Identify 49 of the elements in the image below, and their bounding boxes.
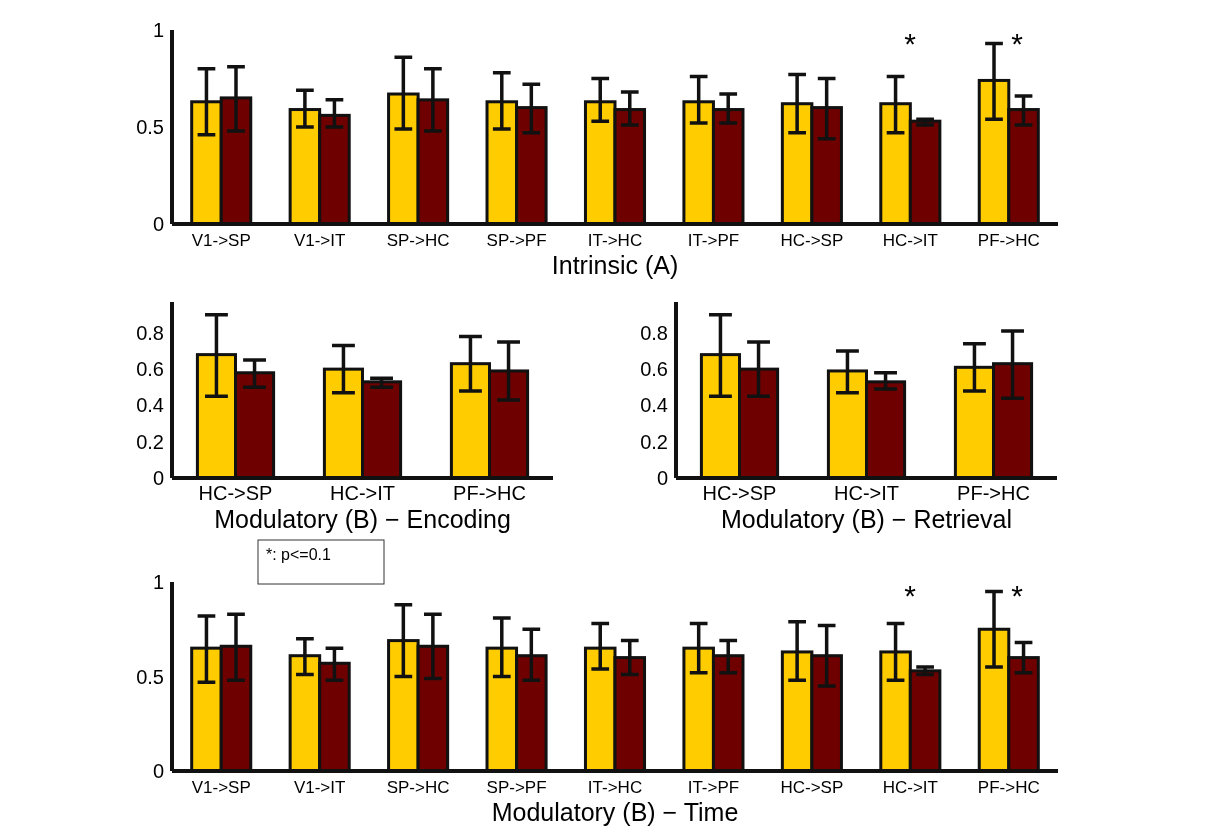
y-tick-label: 0 [152,467,164,489]
x-tick-label: PF->HC [453,482,526,504]
x-tick-label: SP->HC [386,778,450,797]
x-tick-label: V1->IT [293,231,346,250]
y-tick-label: 0 [656,467,668,489]
x-tick-label: HC->SP [702,482,777,504]
x-tick-label: IT->PF [687,778,740,797]
y-tick-label: 0.5 [136,665,164,688]
x-tick-label: HC->IT [330,482,395,504]
x-axis-title: Modulatory (B) − Time [491,798,739,826]
text: *: p<=0.1 [266,546,332,563]
x-tick-label: HC->IT [834,482,899,504]
y-tick-label: 0.8 [640,321,668,344]
y-tick-label: 0.2 [136,430,164,453]
annotation: * [904,27,917,60]
x-tick-label: V1->IT [293,778,346,797]
x-axis-title: Intrinsic (A) [551,251,679,279]
x-tick-label: SP->HC [386,231,450,250]
x-tick-label: V1->SP [191,778,251,797]
y-tick-label: 1 [152,571,164,593]
annotation: * [1011,27,1024,60]
x-tick-label: HC->SP [780,778,844,797]
x-tick-label: PF->HC [977,231,1040,250]
y-tick-label: 0.6 [136,358,164,381]
y-tick-label: 0 [152,213,164,235]
y-tick-label: 0 [152,760,164,782]
x-tick-label: IT->PF [687,231,740,250]
y-tick-label: 0.6 [640,358,668,381]
x-tick-label: HC->SP [780,231,844,250]
y-tick-label: 1 [152,19,164,41]
y-tick-label: 0.4 [640,394,668,417]
y-tick-label: 0.5 [136,116,164,138]
x-tick-label: IT->HC [587,778,643,797]
x-axis-title: Modulatory (B) − Encoding [214,505,511,533]
y-tick-label: 0.4 [136,394,164,417]
x-tick-label: IT->HC [587,231,643,250]
x-tick-label: SP->PF [486,231,547,250]
x-tick-label: HC->SP [198,482,273,504]
y-tick-label: 0.2 [640,430,668,453]
x-tick-label: PF->HC [977,778,1040,797]
x-tick-label: PF->HC [957,482,1030,504]
y-tick-label: 0.8 [136,321,164,344]
x-tick-label: HC->IT [882,231,938,250]
annotation: * [904,579,917,612]
x-tick-label: SP->PF [486,778,547,797]
x-tick-label: V1->SP [191,231,251,250]
annotation: * [1011,579,1024,612]
x-axis-title: Modulatory (B) − Retrieval [720,505,1013,533]
x-tick-label: HC->IT [882,778,938,797]
